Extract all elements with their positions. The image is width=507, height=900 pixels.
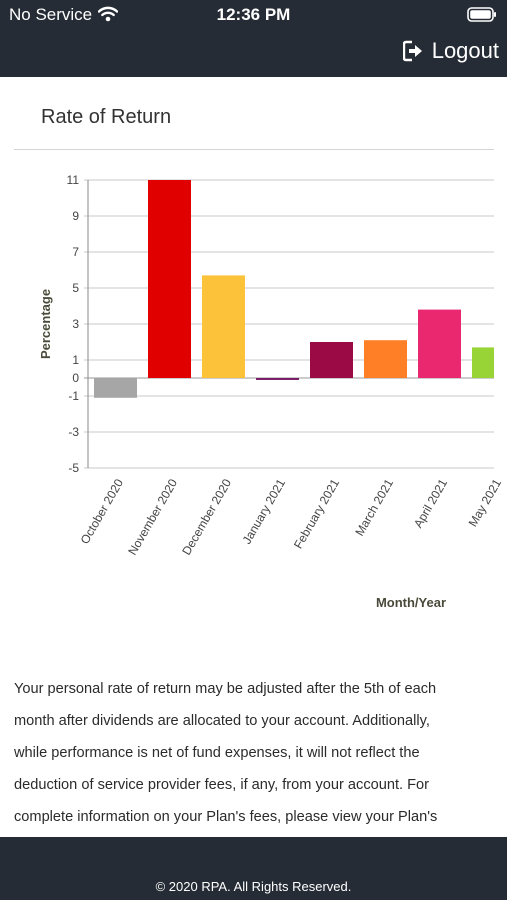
logout-label: Logout bbox=[431, 38, 499, 63]
clock: 12:36 PM bbox=[216, 5, 291, 24]
disclaimer-line: deduction of service provider fees, if a… bbox=[14, 777, 430, 793]
bar-march-2021[interactable] bbox=[364, 340, 407, 378]
y-tick-label: -1 bbox=[68, 389, 79, 403]
bar-may-2021[interactable] bbox=[472, 347, 494, 378]
x-tick-label: May 2021 bbox=[466, 476, 505, 529]
y-tick-label: 9 bbox=[72, 209, 79, 223]
top-bar: No Service 12:36 PM Logout bbox=[0, 0, 507, 77]
y-axis-title: Percentage bbox=[38, 289, 53, 359]
title-divider bbox=[14, 149, 494, 150]
y-tick-label: -3 bbox=[68, 425, 79, 439]
chart-bars bbox=[94, 180, 494, 398]
x-tick-label: December 2020 bbox=[179, 476, 234, 557]
wifi-icon bbox=[98, 6, 118, 22]
y-tick-label: 5 bbox=[72, 281, 79, 295]
x-axis-title: Month/Year bbox=[376, 595, 446, 610]
disclaimer-line: while performance is net of fund expense… bbox=[14, 745, 420, 761]
x-tick-label: January 2021 bbox=[240, 476, 289, 546]
y-tick-label: 3 bbox=[72, 317, 79, 331]
x-tick-label: October 2020 bbox=[78, 476, 127, 546]
y-tick-label: -5 bbox=[68, 461, 79, 475]
bar-october-2020[interactable] bbox=[94, 378, 137, 398]
disclaimer-line: month after dividends are allocated to y… bbox=[14, 713, 430, 729]
disclaimer-line: complete information on your Plan's fees… bbox=[14, 809, 438, 825]
bar-december-2020[interactable] bbox=[202, 275, 245, 378]
disclaimer-text: Your personal rate of return may be adju… bbox=[14, 673, 494, 837]
bar-january-2021[interactable] bbox=[256, 378, 299, 380]
x-tick-label: March 2021 bbox=[352, 476, 396, 538]
footer: © 2020 RPA. All Rights Reserved. bbox=[0, 837, 507, 900]
bar-february-2021[interactable] bbox=[310, 342, 353, 378]
carrier-label: No Service bbox=[9, 5, 93, 24]
page-title: Rate of Return bbox=[41, 106, 172, 128]
y-tick-label: 11 bbox=[67, 173, 80, 187]
bar-april-2021[interactable] bbox=[418, 309, 461, 378]
battery-icon bbox=[467, 7, 496, 22]
disclaimer-line: Your personal rate of return may be adju… bbox=[14, 681, 437, 697]
logout-icon bbox=[402, 40, 422, 62]
logout-button[interactable]: Logout bbox=[402, 36, 499, 66]
bar-november-2020[interactable] bbox=[148, 180, 191, 378]
y-tick-label: 0 bbox=[72, 371, 79, 385]
x-tick-label: April 2021 bbox=[411, 476, 450, 530]
y-tick-label: 1 bbox=[72, 353, 79, 367]
x-tick-label: February 2021 bbox=[291, 476, 342, 551]
x-tick-label: November 2020 bbox=[125, 476, 180, 557]
y-tick-label: 7 bbox=[72, 245, 79, 259]
copyright-text: © 2020 RPA. All Rights Reserved. bbox=[155, 879, 352, 894]
